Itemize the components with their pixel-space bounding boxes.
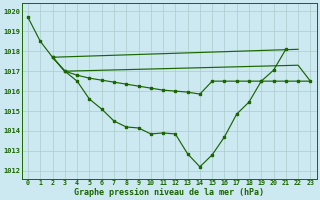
X-axis label: Graphe pression niveau de la mer (hPa): Graphe pression niveau de la mer (hPa): [74, 188, 264, 197]
